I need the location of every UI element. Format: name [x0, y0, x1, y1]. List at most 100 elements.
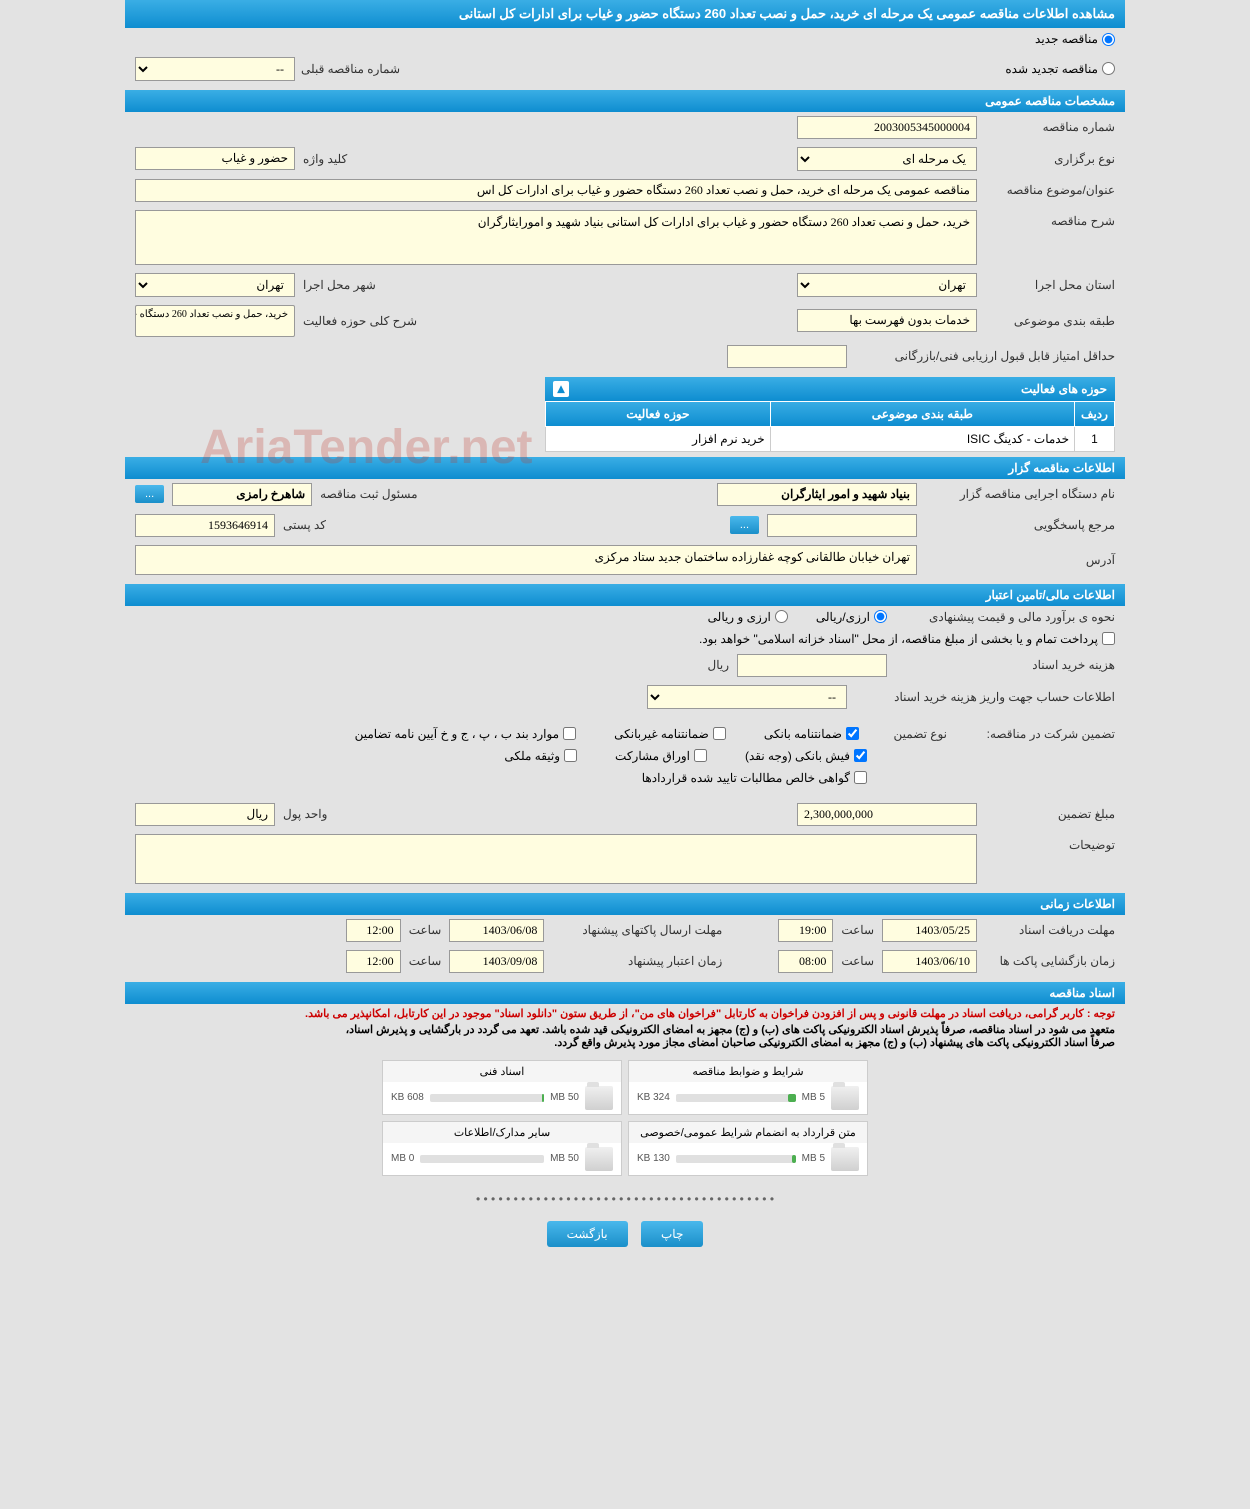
- collapse-icon[interactable]: ▴: [553, 381, 569, 397]
- receive-time-label: ساعت: [841, 923, 874, 937]
- chk-bank[interactable]: ضمانتنامه بانکی: [764, 727, 859, 741]
- province-label: استان محل اجرا: [985, 278, 1115, 292]
- radio-renewed-tender[interactable]: مناقصه تجدید شده: [1005, 62, 1115, 76]
- notice-black1: متعهد می شود در اسناد مناقصه، صرفاً پذیر…: [125, 1023, 1125, 1036]
- radio-new-input[interactable]: [1102, 33, 1115, 46]
- address-label: آدرس: [925, 553, 1115, 567]
- guarantee-amount-input[interactable]: [797, 803, 977, 826]
- receive-time-input[interactable]: [778, 919, 833, 942]
- currency-unit-label: واحد پول: [283, 807, 327, 821]
- open-time-input[interactable]: [778, 950, 833, 973]
- chk-participation[interactable]: اوراق مشارکت: [615, 749, 707, 763]
- grid-col-row: ردیف: [1075, 401, 1115, 426]
- send-time-input[interactable]: [346, 919, 401, 942]
- grid-cell-act: خرید نرم افزار: [546, 426, 771, 451]
- folder-icon: [831, 1086, 859, 1110]
- subject-label: عنوان/موضوع مناقصه: [985, 183, 1115, 197]
- folder-used: 0 MB: [391, 1153, 414, 1164]
- pricing-label: نحوه ی برآورد مالی و قیمت پیشنهادی: [895, 610, 1115, 624]
- registrar-more-button[interactable]: ...: [135, 485, 164, 503]
- folder-progress: [676, 1155, 796, 1163]
- radio-arzi-riyali[interactable]: ارزی/ریالی: [816, 610, 887, 624]
- folder-icon: [585, 1147, 613, 1171]
- city-label: شهر محل اجرا: [303, 278, 376, 292]
- province-select[interactable]: تهران: [797, 273, 977, 297]
- section-timing: اطلاعات زمانی: [125, 893, 1125, 915]
- radio-arzi-va-riyali[interactable]: ارزی و ریالی: [708, 610, 788, 624]
- category-label: طبقه بندی موضوعی: [985, 314, 1115, 328]
- grid-cell-cat: خدمات - کدینگ ISIC: [770, 426, 1074, 451]
- min-score-label: حداقل امتیاز قابل قبول ارزیابی فنی/بازرگ…: [855, 349, 1115, 363]
- folder-title: متن قرارداد به انضمام شرایط عمومی/خصوصی: [629, 1122, 867, 1143]
- responder-label: مرجع پاسخگویی: [925, 518, 1115, 532]
- section-documents: اسناد مناقصه: [125, 982, 1125, 1004]
- activity-scope-select[interactable]: خرید، حمل و نصب تعداد 260 دستگاه حضور و …: [135, 305, 295, 337]
- prev-tender-select[interactable]: --: [135, 57, 295, 81]
- folder-icon: [585, 1086, 613, 1110]
- pagination-dots: • • • • • • • • • • • • • • • • • • • • …: [125, 1187, 1125, 1211]
- receive-date-input[interactable]: [882, 919, 977, 942]
- subject-input[interactable]: [135, 179, 977, 202]
- radio-new-label: مناقصه جدید: [1035, 32, 1098, 46]
- chk-property[interactable]: وثیقه ملکی: [504, 749, 577, 763]
- folder-progress: [420, 1155, 544, 1163]
- folder-box[interactable]: شرایط و ضوابط مناقصه 5 MB 324 KB: [628, 1060, 868, 1115]
- executive-label: نام دستگاه اجرایی مناقصه گزار: [925, 487, 1115, 501]
- guarantee-header: تضمین شرکت در مناقصه:: [955, 727, 1115, 741]
- folder-total: 5 MB: [802, 1092, 825, 1103]
- open-date-input[interactable]: [882, 950, 977, 973]
- registrar-label: مسئول ثبت مناقصه: [320, 487, 417, 501]
- deposit-account-label: اطلاعات حساب جهت واریز هزینه خرید اسناد: [855, 690, 1115, 704]
- deposit-account-select[interactable]: --: [647, 685, 847, 709]
- chk-payment-note[interactable]: پرداخت تمام و یا بخشی از مبلغ مناقصه، از…: [699, 632, 1115, 646]
- chk-nonbank[interactable]: ضمانتنامه غیربانکی: [614, 727, 726, 741]
- radio-new-tender[interactable]: مناقصه جدید: [1035, 32, 1115, 46]
- notes-textarea[interactable]: [135, 834, 977, 884]
- purchase-cost-label: هزینه خرید اسناد: [895, 658, 1115, 672]
- postal-input[interactable]: [135, 514, 275, 537]
- chk-fish[interactable]: فیش بانکی (وجه نقد): [745, 749, 867, 763]
- tender-number-label: شماره مناقصه: [985, 120, 1115, 134]
- chk-certificate[interactable]: گواهی خالص مطالبات تایید شده قراردادها: [642, 771, 867, 785]
- section-organizer: اطلاعات مناقصه گزار: [125, 457, 1125, 479]
- min-score-input[interactable]: [727, 345, 847, 368]
- tender-number-input[interactable]: [797, 116, 977, 139]
- holding-type-select[interactable]: یک مرحله ای: [797, 147, 977, 171]
- folder-box[interactable]: سایر مدارک/اطلاعات 50 MB 0 MB: [382, 1121, 622, 1176]
- folder-title: اسناد فنی: [383, 1061, 621, 1082]
- holding-type-label: نوع برگزاری: [985, 152, 1115, 166]
- currency1: ریال: [707, 658, 729, 672]
- city-select[interactable]: تهران: [135, 273, 295, 297]
- responder-input[interactable]: [767, 514, 917, 537]
- section-general: مشخصات مناقصه عمومی: [125, 90, 1125, 112]
- table-row: 1 خدمات - کدینگ ISIC خرید نرم افزار: [546, 426, 1115, 451]
- grid-col-category: طبقه بندی موضوعی: [770, 401, 1074, 426]
- executive-input[interactable]: [717, 483, 917, 506]
- radio-renewed-input[interactable]: [1102, 62, 1115, 75]
- activity-scope-label: شرح کلی حوزه فعالیت: [303, 314, 417, 328]
- registrar-input[interactable]: [172, 483, 312, 506]
- purchase-cost-input[interactable]: [737, 654, 887, 677]
- folder-title: سایر مدارک/اطلاعات: [383, 1122, 621, 1143]
- validity-date-input[interactable]: [449, 950, 544, 973]
- folder-progress: [430, 1094, 544, 1102]
- description-textarea[interactable]: [135, 210, 977, 265]
- send-date-input[interactable]: [449, 919, 544, 942]
- validity-time-input[interactable]: [346, 950, 401, 973]
- back-button[interactable]: بازگشت: [547, 1221, 628, 1247]
- folder-box[interactable]: اسناد فنی 50 MB 608 KB: [382, 1060, 622, 1115]
- folder-used: 324 KB: [637, 1092, 670, 1103]
- chk-clauses[interactable]: موارد بند ب ، پ ، ج و خ آیین نامه تضامین: [355, 727, 577, 741]
- folder-box[interactable]: متن قرارداد به انضمام شرایط عمومی/خصوصی …: [628, 1121, 868, 1176]
- keyword-input[interactable]: [135, 147, 295, 170]
- category-input[interactable]: [797, 309, 977, 332]
- folder-icon: [831, 1147, 859, 1171]
- folder-used: 608 KB: [391, 1092, 424, 1103]
- responder-more-button[interactable]: ...: [730, 516, 759, 534]
- receive-deadline-label: مهلت دریافت اسناد: [985, 923, 1115, 937]
- print-button[interactable]: چاپ: [641, 1221, 703, 1247]
- currency-unit-input[interactable]: [135, 803, 275, 826]
- address-textarea[interactable]: [135, 545, 917, 575]
- section-financial: اطلاعات مالی/تامین اعتبار: [125, 584, 1125, 606]
- folder-total: 50 MB: [550, 1092, 579, 1103]
